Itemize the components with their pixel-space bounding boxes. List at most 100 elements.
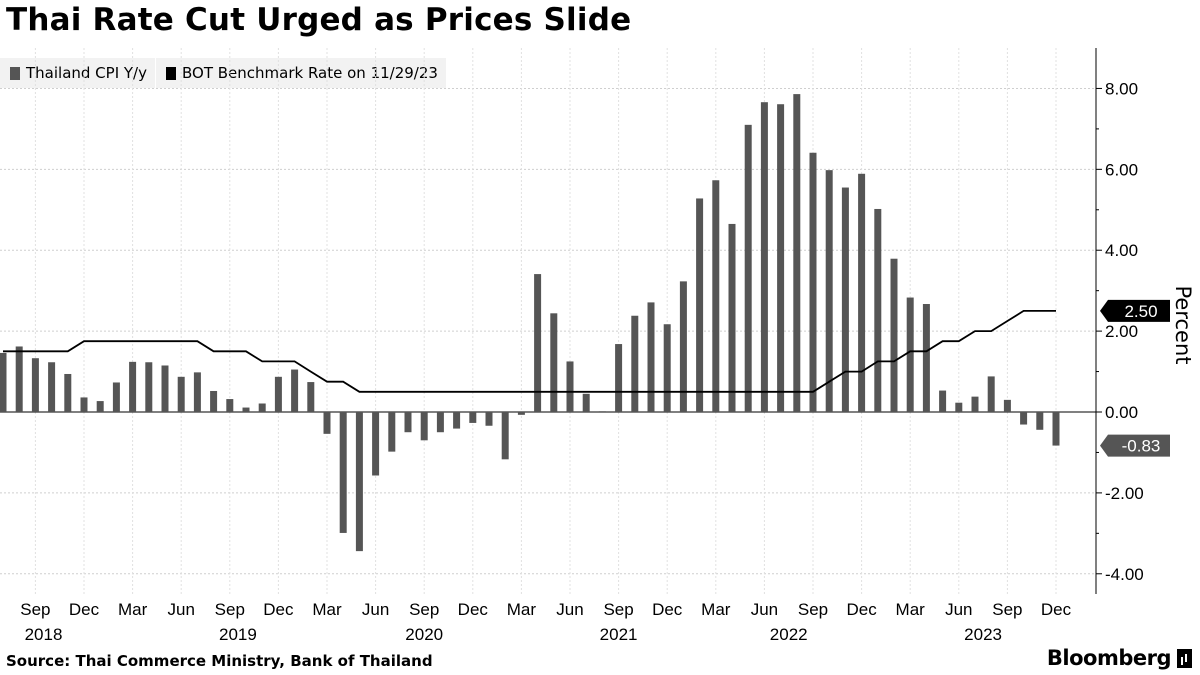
cpi-bar xyxy=(534,274,542,412)
cpi-bar xyxy=(615,344,623,412)
value-callouts: 2.50 -0.83 xyxy=(1100,299,1170,457)
x-tick-label: Sep xyxy=(215,600,245,619)
x-tick-label: Mar xyxy=(118,600,148,619)
cpi-bar xyxy=(858,173,866,412)
cpi-bar xyxy=(161,365,169,412)
x-tick-label: Sep xyxy=(992,600,1022,619)
x-tick-label: Mar xyxy=(312,600,342,619)
cpi-bar xyxy=(501,412,509,460)
x-year-label: 2022 xyxy=(770,625,808,644)
callout-label: -0.83 xyxy=(1122,437,1161,456)
cpi-bar xyxy=(0,352,7,412)
cpi-bar xyxy=(663,324,671,412)
cpi-bar xyxy=(210,390,218,412)
cpi-bar xyxy=(906,297,914,412)
cpi-bar xyxy=(987,376,995,412)
cpi-bar xyxy=(307,382,315,412)
x-axis: Sep Dec Mar Jun Sep Dec Mar Jun Sep Dec Mar Jun Sep D… xyxy=(20,600,1071,644)
cpi-bar xyxy=(874,208,882,412)
cpi-bar xyxy=(15,346,23,412)
cpi-bar xyxy=(469,412,477,423)
cpi-bar xyxy=(96,401,104,412)
callout-cpi: -0.83 xyxy=(1100,434,1170,457)
y-axis-label: Percent xyxy=(1171,285,1195,364)
cpi-bar xyxy=(793,94,801,413)
cpi-bar xyxy=(550,313,558,412)
cpi-bar xyxy=(193,372,201,412)
x-year-label: 2023 xyxy=(964,625,1002,644)
cpi-bar xyxy=(647,302,655,412)
chart-legend: Thailand CPI Y/y BOT Benchmark Rate on 1… xyxy=(0,58,446,88)
cpi-bar xyxy=(291,369,299,412)
x-tick-label: Sep xyxy=(603,600,633,619)
callout-rate: 2.50 xyxy=(1100,299,1170,322)
cpi-bar xyxy=(177,376,185,412)
cpi-bar xyxy=(1003,399,1011,412)
x-tick-label: Dec xyxy=(458,600,489,619)
x-tick-label: Mar xyxy=(701,600,731,619)
brand-name: Bloomberg xyxy=(1046,646,1172,670)
cpi-bar xyxy=(809,152,817,413)
cpi-bar xyxy=(841,187,849,412)
y-tick-label: -4.00 xyxy=(1105,565,1144,584)
callout-box xyxy=(1100,299,1170,322)
cpi-bar xyxy=(323,412,331,434)
cpi-bar xyxy=(453,412,461,429)
cpi-bar xyxy=(31,358,39,412)
cpi-bar xyxy=(760,102,768,412)
cpi-bar xyxy=(355,412,363,552)
cpi-bar xyxy=(517,412,525,415)
cpi-bar xyxy=(1020,412,1028,425)
legend-label-rate: BOT Benchmark Rate on 11/29/23 xyxy=(182,64,438,82)
x-tick-label: Dec xyxy=(1041,600,1072,619)
cpi-bar xyxy=(420,412,428,441)
x-year-label: 2020 xyxy=(405,625,443,644)
cpi-bar xyxy=(226,399,234,412)
cpi-bar xyxy=(728,223,736,412)
bloomberg-terminal-icon xyxy=(1177,648,1192,668)
cpi-bar xyxy=(955,402,963,412)
cpi-bar xyxy=(112,382,120,412)
cpi-bar xyxy=(1052,412,1060,446)
x-tick-label: Sep xyxy=(20,600,50,619)
cpi-bar xyxy=(64,373,72,412)
legend-swatch-rate xyxy=(166,66,176,80)
legend-swatch-cpi xyxy=(10,66,20,80)
cpi-bar xyxy=(566,361,574,412)
cpi-bar xyxy=(388,412,396,452)
cpi-bar xyxy=(825,170,833,412)
cpi-bar xyxy=(242,407,250,412)
cpi-bar xyxy=(777,104,785,413)
x-year-label: 2021 xyxy=(600,625,638,644)
x-year-label: 2019 xyxy=(219,625,257,644)
y-tick-label: -2.00 xyxy=(1105,484,1144,503)
cpi-bar xyxy=(129,361,137,412)
cpi-bar xyxy=(485,412,493,426)
cpi-bar xyxy=(744,124,752,412)
x-tick-label: Dec xyxy=(263,600,294,619)
chart-title: Thai Rate Cut Urged as Prices Slide xyxy=(6,2,632,38)
x-tick-label: Jun xyxy=(945,600,972,619)
y-tick-label: 8.00 xyxy=(1105,79,1138,98)
y-tick-label: 4.00 xyxy=(1105,241,1138,260)
x-tick-label: Sep xyxy=(798,600,828,619)
cpi-bar xyxy=(696,198,704,412)
cpi-bar xyxy=(598,411,606,412)
y-tick-label: 6.00 xyxy=(1105,160,1138,179)
rate-line-path xyxy=(3,310,1056,393)
x-tick-label: Mar xyxy=(896,600,926,619)
cpi-bar xyxy=(404,412,412,433)
cpi-bar xyxy=(48,362,56,412)
cpi-bar xyxy=(890,258,898,412)
cpi-bar xyxy=(80,397,88,412)
cpi-bar xyxy=(258,403,266,412)
y-tick-label: 0.00 xyxy=(1105,403,1138,422)
cpi-bar xyxy=(922,304,930,412)
x-tick-label: Jun xyxy=(751,600,778,619)
legend-label-cpi: Thailand CPI Y/y xyxy=(26,64,147,82)
cpi-bar xyxy=(274,376,282,412)
cpi-bar xyxy=(679,281,687,412)
x-year-label: 2018 xyxy=(25,625,63,644)
cpi-bar xyxy=(582,393,590,412)
